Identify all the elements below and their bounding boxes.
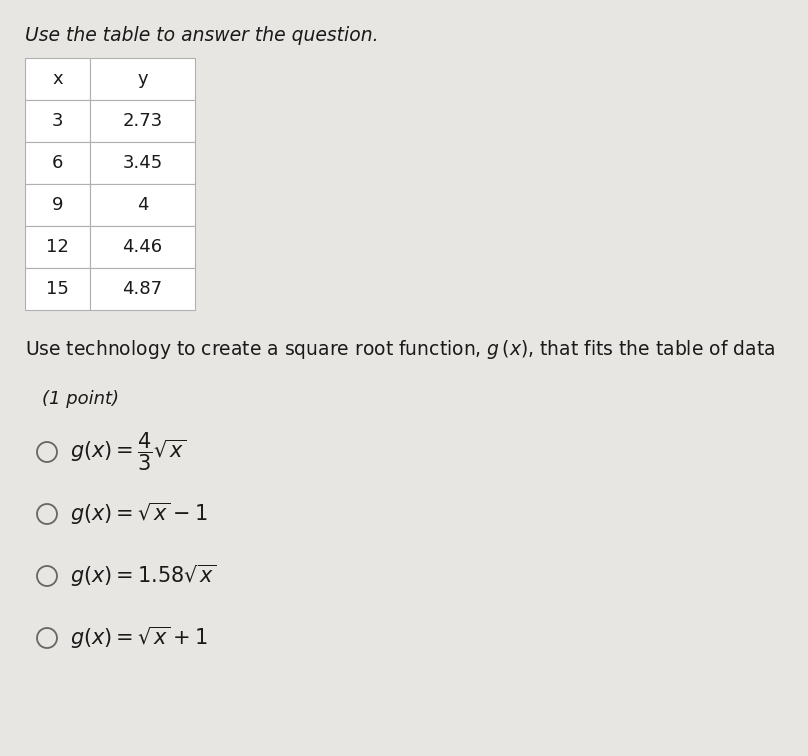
Text: Use technology to create a square root function, $g\,(x)$, that fits the table o: Use technology to create a square root f…	[25, 338, 775, 361]
Text: Use the table to answer the question.: Use the table to answer the question.	[25, 26, 379, 45]
Text: 3.45: 3.45	[122, 154, 162, 172]
Bar	[25, 58, 90, 100]
Bar	[25, 226, 90, 268]
Text: x: x	[53, 70, 63, 88]
Text: $g(x) = \sqrt{x} - 1$: $g(x) = \sqrt{x} - 1$	[70, 501, 208, 527]
Bar	[25, 268, 90, 310]
Bar	[90, 184, 195, 226]
Text: 6: 6	[52, 154, 63, 172]
Text: 4.87: 4.87	[123, 280, 162, 298]
Text: $g(x) = 1.58\sqrt{x}$: $g(x) = 1.58\sqrt{x}$	[70, 563, 217, 589]
Circle shape	[37, 504, 57, 524]
Circle shape	[37, 628, 57, 648]
Circle shape	[37, 442, 57, 462]
Text: $g(x) = \dfrac{4}{3}\sqrt{x}$: $g(x) = \dfrac{4}{3}\sqrt{x}$	[70, 431, 187, 473]
Text: 3: 3	[52, 112, 63, 130]
Text: $g(x) = \sqrt{x} + 1$: $g(x) = \sqrt{x} + 1$	[70, 625, 208, 651]
Bar	[90, 268, 195, 310]
Text: 4: 4	[137, 196, 148, 214]
Bar	[90, 226, 195, 268]
Text: 2.73: 2.73	[122, 112, 162, 130]
Bar	[90, 142, 195, 184]
Text: 12: 12	[46, 238, 69, 256]
Bar	[90, 100, 195, 142]
Circle shape	[37, 566, 57, 586]
Text: (1 point): (1 point)	[42, 390, 119, 408]
Text: y: y	[137, 70, 148, 88]
Text: 4.46: 4.46	[123, 238, 162, 256]
Text: 15: 15	[46, 280, 69, 298]
Bar	[25, 142, 90, 184]
Bar	[25, 184, 90, 226]
Bar	[90, 58, 195, 100]
Text: 9: 9	[52, 196, 63, 214]
Bar	[25, 100, 90, 142]
